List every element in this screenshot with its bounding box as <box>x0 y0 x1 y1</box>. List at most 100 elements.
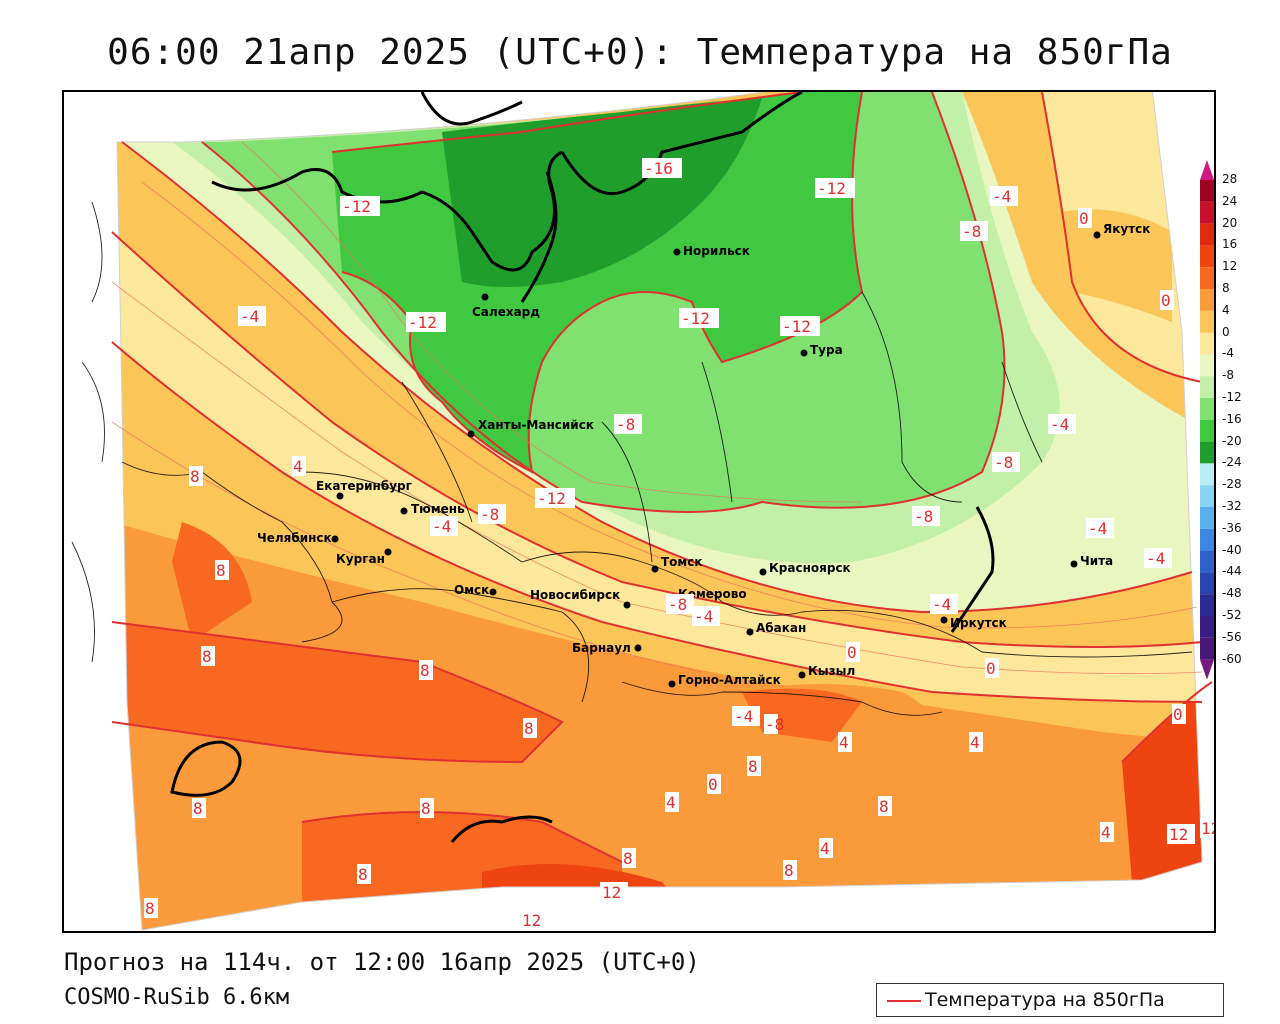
svg-text:Омск: Омск <box>454 583 489 597</box>
svg-text:4: 4 <box>293 457 303 476</box>
svg-text:-12: -12 <box>537 489 566 508</box>
city-khanty-mansiysk[interactable]: Ханты-Мансийск <box>467 418 594 438</box>
svg-text:8: 8 <box>145 899 155 918</box>
city-barnaul[interactable]: Барнаул <box>572 641 642 655</box>
svg-text:0: 0 <box>1161 291 1171 310</box>
colorbar-swatch <box>1200 550 1214 573</box>
city-tomsk[interactable]: Томск <box>651 555 703 573</box>
svg-text:-8: -8 <box>668 595 687 614</box>
svg-text:8: 8 <box>193 799 203 818</box>
svg-text:8: 8 <box>216 561 226 580</box>
city-chelyabinsk[interactable]: Челябинск <box>257 531 339 545</box>
legend-line-swatch <box>887 1000 921 1002</box>
colorbar-swatch <box>1200 245 1214 268</box>
city-omsk[interactable]: Омск <box>454 583 497 597</box>
svg-text:-8: -8 <box>480 505 499 524</box>
colorbar-swatch <box>1200 419 1214 442</box>
svg-text:8: 8 <box>623 849 633 868</box>
colorbar-tick-label: 8 <box>1222 281 1230 295</box>
svg-text:Челябинск: Челябинск <box>257 531 332 545</box>
city-norilsk[interactable]: Норильск <box>673 244 750 258</box>
svg-text:Иркутск: Иркутск <box>950 616 1007 630</box>
svg-text:Барнаул: Барнаул <box>572 641 631 655</box>
colorbar-swatch <box>1200 310 1214 333</box>
svg-text:-4: -4 <box>734 707 753 726</box>
svg-text:-16: -16 <box>644 159 673 178</box>
svg-text:8: 8 <box>190 467 200 486</box>
colorbar-swatch <box>1200 376 1214 398</box>
city-tyumen[interactable]: Тюмень <box>400 502 466 516</box>
colorbar-swatch <box>1200 637 1214 660</box>
city-yekaterinburg[interactable]: Екатеринбург <box>316 479 412 500</box>
admin-borders <box>71 201 1193 716</box>
svg-text:12: 12 <box>522 911 541 930</box>
svg-text:Новосибирск: Новосибирск <box>530 588 620 602</box>
svg-text:-4: -4 <box>992 187 1011 206</box>
city-kyzyl[interactable]: Кызыл <box>798 664 856 679</box>
svg-text:-4: -4 <box>240 307 259 326</box>
city-abakan[interactable]: Абакан <box>746 621 807 636</box>
colorbar-tick-label: -8 <box>1222 368 1234 383</box>
svg-text:12: 12 <box>602 883 621 902</box>
svg-text:Кызыл: Кызыл <box>808 664 855 678</box>
city-kurgan[interactable]: Курган <box>336 548 392 567</box>
svg-text:-4: -4 <box>1088 519 1107 538</box>
svg-text:4: 4 <box>820 839 830 858</box>
svg-text:4: 4 <box>666 793 676 812</box>
svg-text:8: 8 <box>358 865 368 884</box>
svg-text:-4: -4 <box>932 595 951 614</box>
svg-text:Тура: Тура <box>810 343 843 357</box>
svg-text:Салехард: Салехард <box>472 305 540 319</box>
colorbar-swatches <box>1200 160 1214 680</box>
svg-text:4: 4 <box>1101 823 1111 842</box>
colorbar-tick-label: 16 <box>1222 237 1238 252</box>
svg-text:Абакан: Абакан <box>756 621 806 635</box>
legend-label: Температура на 850гПа <box>925 989 1165 1011</box>
city-chita[interactable]: Чита <box>1070 554 1114 568</box>
svg-text:0: 0 <box>708 775 718 794</box>
colorbar-swatch <box>1200 485 1214 507</box>
svg-text:Норильск: Норильск <box>683 244 750 258</box>
svg-text:8: 8 <box>202 647 212 666</box>
colorbar-tick-label: -4 <box>1222 346 1234 361</box>
svg-text:8: 8 <box>524 719 534 738</box>
colorbar-tick-label: 20 <box>1222 215 1238 230</box>
svg-text:-8: -8 <box>914 507 933 526</box>
city-novosibirsk[interactable]: Новосибирск <box>530 588 631 609</box>
colorbar-top-arrow <box>1200 160 1214 180</box>
colorbar-swatch <box>1200 354 1214 377</box>
svg-text:-8: -8 <box>765 715 784 734</box>
colorbar-tick-label: -60 <box>1222 651 1242 666</box>
colorbar-tick-label: 12 <box>1222 259 1238 274</box>
colorbar-swatch <box>1200 616 1214 638</box>
city-krasnoyarsk[interactable]: Красноярск <box>759 561 851 576</box>
colorbar-tick-label: -48 <box>1222 586 1242 601</box>
colorbar-swatch <box>1200 223 1214 246</box>
city-salekhard[interactable]: Салехард <box>472 293 540 320</box>
colorbar-swatch <box>1200 507 1214 529</box>
city-yakutsk[interactable]: Якутск <box>1093 222 1151 239</box>
colorbar-tick-label: -56 <box>1222 629 1242 644</box>
temperature-field <box>117 92 1202 930</box>
svg-text:12: 12 <box>1169 825 1188 844</box>
city-irkutsk[interactable]: Иркутск <box>940 616 1007 630</box>
svg-text:Курган: Курган <box>336 552 385 566</box>
svg-text:-12: -12 <box>782 317 811 336</box>
svg-text:0: 0 <box>986 659 996 678</box>
svg-text:8: 8 <box>879 797 889 816</box>
svg-text:-8: -8 <box>962 222 981 241</box>
svg-text:0: 0 <box>847 643 857 662</box>
svg-text:0: 0 <box>1079 209 1089 228</box>
colorbar-swatch <box>1200 201 1214 224</box>
temperature-map: Якутск Норильск Салехард Тура Ханты-Манс… <box>71 92 1214 931</box>
city-gorno-altaysk[interactable]: Горно-Алтайск <box>668 673 781 688</box>
city-tura[interactable]: Тура <box>800 343 843 357</box>
colorbar-tick-label: 0 <box>1222 324 1230 339</box>
svg-text:-4: -4 <box>694 607 713 626</box>
colorbar-bottom-arrow <box>1200 659 1214 680</box>
colorbar-swatch <box>1200 594 1214 616</box>
svg-text:0: 0 <box>1173 705 1183 724</box>
svg-text:8: 8 <box>421 799 431 818</box>
colorbar-tick-label: -20 <box>1222 433 1242 448</box>
colorbar-tick-label: 24 <box>1222 193 1238 208</box>
